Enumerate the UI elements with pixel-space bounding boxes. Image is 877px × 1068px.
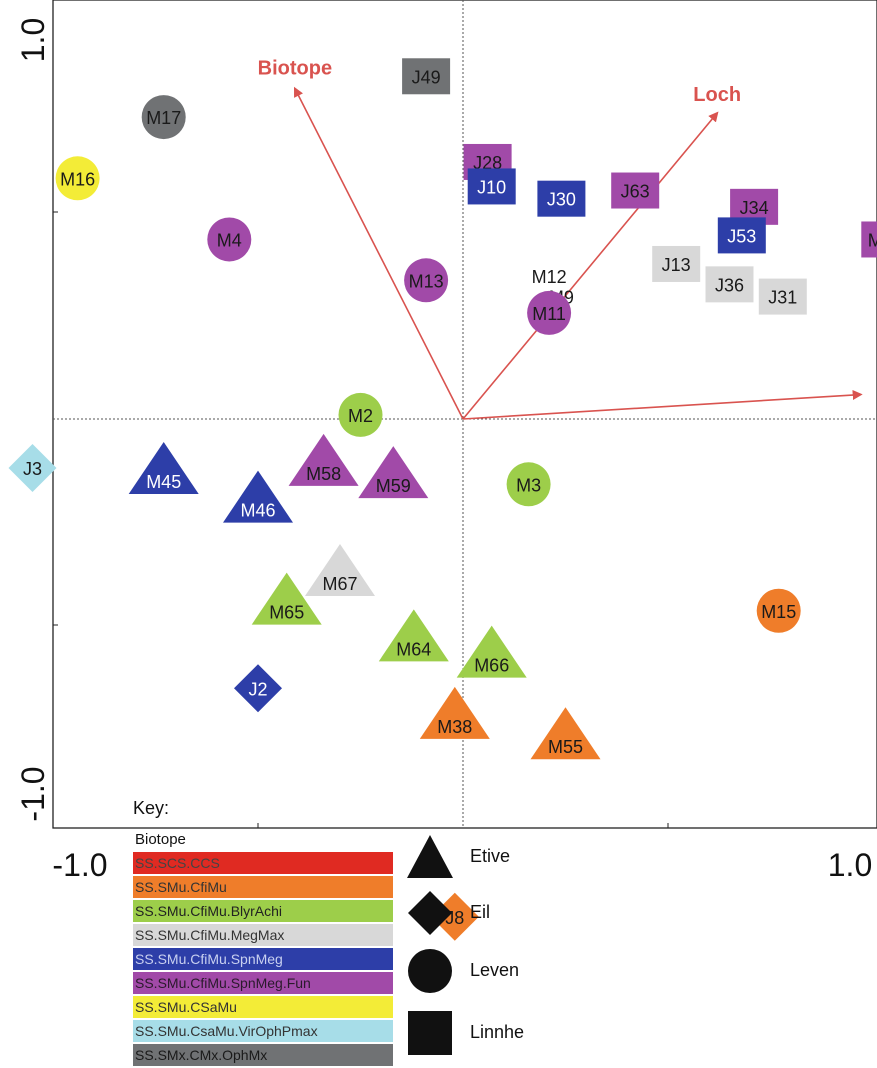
x-tick-right: 1.0 xyxy=(828,847,872,883)
y-tick-bottom: -1.0 xyxy=(15,766,51,821)
point-marker-j49 xyxy=(402,58,451,95)
axis-ticks xyxy=(53,211,669,828)
point-label-j28: J28 xyxy=(473,153,502,173)
arrows-layer: BiotopeLochPSA xyxy=(258,58,877,420)
legend-loch-linnhe: Linnhe xyxy=(470,1022,525,1042)
point-marker-j63 xyxy=(611,172,660,209)
legend-biotope-5: SS.SMu.CfiMu.SpnMeg.Fun xyxy=(133,972,393,994)
legend-diamond-icon xyxy=(408,891,452,935)
point-label-j2: J2 xyxy=(248,679,267,699)
point-marker-m58 xyxy=(288,433,359,486)
arrow-psa xyxy=(462,390,863,420)
point-marker-m2 xyxy=(338,392,383,437)
point-label-m4: M4 xyxy=(217,230,242,250)
legend-square-icon xyxy=(408,1011,452,1055)
point-label-m38: M38 xyxy=(437,717,472,737)
legend-biotope-0: SS.SCS.CCS xyxy=(133,852,393,874)
point-label-m12: M12 xyxy=(532,267,567,287)
point-label-m45: M45 xyxy=(146,472,181,492)
point-label-j3: J3 xyxy=(23,459,42,479)
point-label-j34: J34 xyxy=(740,198,769,218)
point-label-m46: M46 xyxy=(240,501,275,521)
legend-biotope-3: SS.SMu.CfiMu.MegMax xyxy=(133,924,393,946)
point-marker-m65 xyxy=(251,572,322,625)
point-label-j10: J10 xyxy=(477,177,506,197)
point-label-m64: M64 xyxy=(396,639,431,659)
legend-biotope-6: SS.SMu.CSaMu xyxy=(133,996,393,1018)
y-tick-top: 1.0 xyxy=(15,18,51,62)
point-label-j31: J31 xyxy=(768,288,797,308)
point-marker-m4 xyxy=(207,217,252,262)
arrow-loch xyxy=(462,111,719,420)
point-marker-m45 xyxy=(128,442,199,495)
point-marker-m16 xyxy=(55,156,100,201)
point-marker-j13 xyxy=(652,245,701,282)
point-marker-m67 xyxy=(305,544,375,597)
arrow-label-biotope: Biotope xyxy=(258,58,332,80)
point-label-m13: M13 xyxy=(409,271,444,291)
point-marker-m3 xyxy=(506,462,551,507)
point-label-j30: J30 xyxy=(547,190,576,210)
legend-circle-icon xyxy=(408,949,452,993)
point-label-m3: M3 xyxy=(516,475,541,495)
x-tick-left: -1.0 xyxy=(52,847,107,883)
point-marker-m17 xyxy=(141,95,186,140)
point-label-j36: J36 xyxy=(715,275,744,295)
point-marker-j31 xyxy=(758,278,807,315)
point-label-m67: M67 xyxy=(322,574,357,594)
point-label-m17: M17 xyxy=(146,108,181,128)
legend-loch-eil: Eil xyxy=(470,902,491,922)
point-label-j49: J49 xyxy=(412,67,441,87)
point-marker-j3 xyxy=(8,443,57,492)
point-label-m16: M16 xyxy=(60,169,95,189)
legend-biotope-2: SS.SMu.CfiMu.BlyrAchi xyxy=(133,900,393,922)
legend-biotope-8: SS.SMx.CMx.OphMx xyxy=(133,1044,393,1066)
point-label-m71: M71 xyxy=(868,230,877,250)
point-marker-j36 xyxy=(705,266,754,303)
legend-biotope-7: SS.SMu.CsaMu.VirOphPmax xyxy=(133,1020,393,1042)
point-marker-m13 xyxy=(404,258,449,303)
point-label-m66: M66 xyxy=(474,656,509,676)
point-marker-j30 xyxy=(537,180,586,217)
point-label-m15: M15 xyxy=(761,602,796,622)
point-marker-m71 xyxy=(861,221,877,258)
legend-loch-leven: Leven xyxy=(470,960,520,980)
point-marker-j53 xyxy=(717,217,766,254)
point-label-j13: J13 xyxy=(662,255,691,275)
legend-triangle-icon xyxy=(407,835,453,878)
point-label-m55: M55 xyxy=(548,737,583,757)
point-label-m59: M59 xyxy=(376,476,411,496)
key-title: Key: xyxy=(133,798,170,818)
legend-biotope-4: SS.SMu.CfiMu.SpnMeg xyxy=(133,948,393,970)
legend-loch-etive: Etive xyxy=(470,846,511,866)
point-marker-m59 xyxy=(358,446,429,499)
arrow-biotope xyxy=(293,86,464,420)
point-marker-m11 xyxy=(527,290,572,335)
point-marker-m46 xyxy=(223,470,293,523)
legend-biotope-1: SS.SMu.CfiMu xyxy=(133,876,393,898)
point-marker-j2 xyxy=(234,664,282,713)
point-marker-m38 xyxy=(419,686,490,739)
points-layer: J49M17J28M16J10J30J63J34J53M71M72J13J36J… xyxy=(8,58,877,941)
point-marker-m15 xyxy=(756,588,801,633)
point-label-m11: M11 xyxy=(532,304,566,324)
point-label-j53: J53 xyxy=(727,226,756,246)
point-marker-m55 xyxy=(530,707,601,760)
point-label-j63: J63 xyxy=(621,182,650,202)
point-marker-m64 xyxy=(378,609,449,662)
point-label-m2: M2 xyxy=(348,406,373,426)
point-label-m58: M58 xyxy=(306,464,341,484)
key-biotope-heading: Biotope xyxy=(135,831,186,848)
point-marker-m66 xyxy=(456,625,527,678)
point-marker-j10 xyxy=(467,168,516,205)
plot-frame xyxy=(52,0,877,829)
point-label-m65: M65 xyxy=(269,603,304,623)
arrow-label-loch: Loch xyxy=(693,84,741,106)
